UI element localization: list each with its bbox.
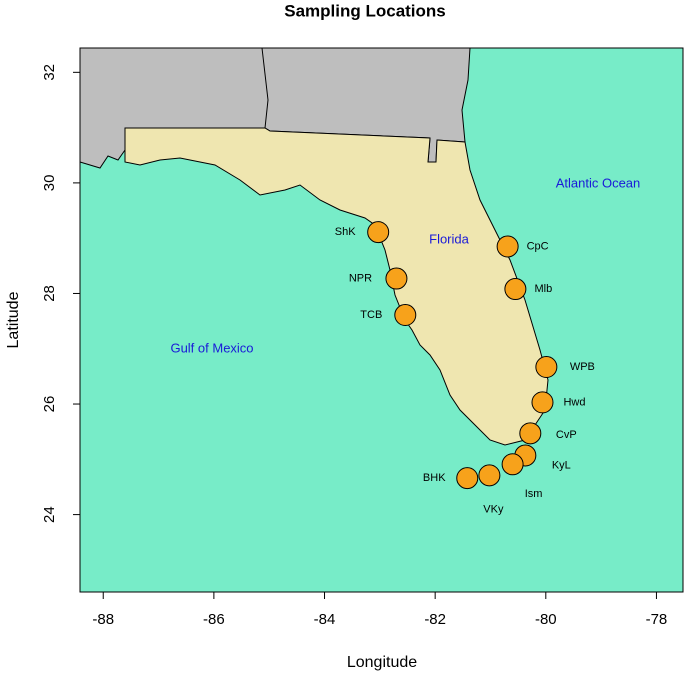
site-label: VKy [483, 503, 504, 515]
site-label: CpC [527, 240, 549, 252]
sampling-site [456, 467, 479, 490]
site-label: Mlb [535, 283, 553, 295]
region-label: Gulf of Mexico [170, 340, 253, 355]
sampling-site [504, 278, 527, 301]
site-label: TCB [360, 309, 382, 321]
region-label: Atlantic Ocean [556, 175, 641, 190]
sampling-site [394, 304, 417, 327]
sampling-site [501, 453, 524, 476]
y-tick-label: 32 [41, 64, 58, 81]
site-label: ShK [335, 226, 356, 238]
y-tick-label: 24 [41, 506, 58, 523]
sampling-site [496, 235, 519, 258]
x-tick-label: -78 [646, 611, 668, 628]
site-label: CvP [556, 429, 577, 441]
chart-title: Sampling Locations [284, 1, 446, 20]
y-tick-label: 26 [41, 396, 58, 413]
sampling-site [535, 355, 558, 378]
sampling-site [385, 267, 408, 290]
site-label: Hwd [563, 396, 585, 408]
state-border [261, 47, 269, 129]
y-tick-label: 28 [41, 285, 58, 302]
site-label: BHK [423, 472, 446, 484]
site-label: KyL [552, 459, 571, 471]
sampling-site [519, 422, 542, 445]
x-tick-label: -86 [203, 611, 225, 628]
florida-land [124, 127, 549, 446]
x-tick-label: -80 [535, 611, 557, 628]
y-tick-label: 30 [41, 175, 58, 192]
region-label: Florida [429, 231, 470, 246]
sampling-site [367, 221, 390, 244]
x-tick-label: -82 [424, 611, 446, 628]
sampling-site [478, 464, 501, 487]
x-axis-title: Longitude [347, 654, 417, 671]
y-axis-title: Latitude [5, 291, 22, 348]
site-label: WPB [570, 361, 595, 373]
x-tick-label: -84 [314, 611, 336, 628]
sampling-site [531, 391, 554, 414]
plot-frame [79, 47, 684, 593]
site-label: Ism [525, 488, 543, 500]
site-label: NPR [349, 272, 372, 284]
x-tick-label: -88 [92, 611, 114, 628]
